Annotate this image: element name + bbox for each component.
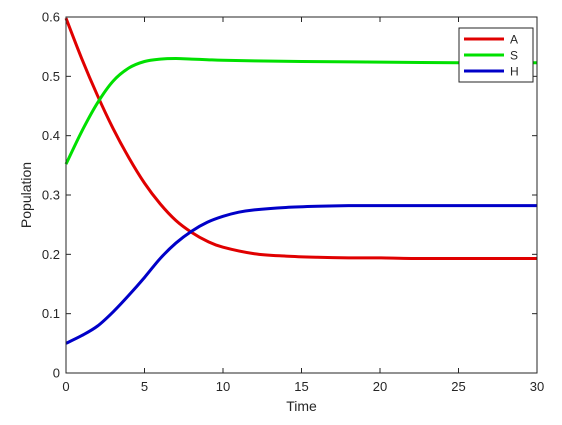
x-axis-label: Time [286,398,317,414]
y-tick-label: 0.6 [42,10,60,25]
y-tick-label: 0.2 [42,247,60,262]
legend-label-s: S [510,49,518,63]
series-line-a [64,17,537,261]
ticks-layer: 0 5 10 15 20 25 30 0 0.1 0.2 0.3 0.4 0.5 0.6 [42,10,544,395]
y-tick-label: 0.3 [42,188,60,203]
series-line-s [64,57,538,165]
x-tick-label: 10 [216,379,230,394]
legend: ASH [458,27,534,83]
legend-label-h: H [510,65,519,79]
x-tick-label: 25 [451,379,465,394]
x-tick-label: 5 [141,379,148,394]
y-tick-label: 0 [53,366,60,381]
y-tick-label: 0.1 [42,306,60,321]
series-line-h [65,204,537,345]
x-tick-label: 0 [62,379,69,394]
x-tick-label: 30 [530,379,544,394]
legend-label-a: A [510,33,518,47]
x-tick-label: 20 [373,379,387,394]
x-tick-label: 15 [294,379,308,394]
y-axis-label: Population [18,162,34,228]
y-tick-label: 0.5 [42,69,60,84]
series-layer [64,17,538,345]
y-tick-label: 0.4 [42,128,60,143]
